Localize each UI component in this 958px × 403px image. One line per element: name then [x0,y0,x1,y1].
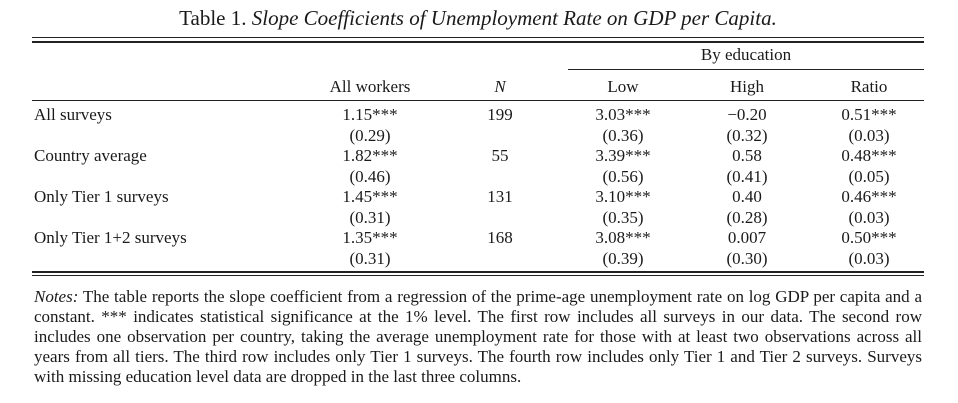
row-label: Country average [34,146,147,165]
group-underline [568,69,924,70]
col-header-high: High [730,77,764,96]
cell-low-se: (0.35) [602,208,644,227]
cell-n: 131 [487,187,513,206]
cell-ratio-se: (0.03) [848,208,890,227]
cell-all-workers-coef: 1.15*** [342,105,398,124]
cell-all-workers-coef: 1.35*** [342,228,398,247]
bottom-rule-thin [32,275,924,276]
cell-high-se: (0.32) [726,126,768,145]
cell-high-coef: 0.40 [732,187,762,206]
row-label: Only Tier 1+2 surveys [34,228,187,247]
notes-label: Notes: [34,287,79,306]
cell-n: 199 [487,105,513,124]
cell-ratio-se: (0.05) [848,167,890,186]
cell-ratio-coef: 0.48*** [841,146,897,165]
cell-ratio-coef: 0.51*** [841,105,897,124]
cell-all-workers-se: (0.46) [349,167,391,186]
cell-ratio-coef: 0.50*** [841,228,897,247]
cell-high-coef: −0.20 [727,105,767,124]
cell-all-workers-coef: 1.82*** [342,146,398,165]
row-label: Only Tier 1 surveys [34,187,169,206]
cell-high-coef: 0.58 [732,146,762,165]
top-rule-thin [32,37,924,38]
cell-high-se: (0.28) [726,208,768,227]
cell-low-coef: 3.39*** [595,146,651,165]
cell-ratio-coef: 0.46*** [841,187,897,206]
cell-low-se: (0.39) [602,249,644,268]
cell-high-se: (0.30) [726,249,768,268]
cell-all-workers-se: (0.31) [349,208,391,227]
header-rule [32,100,924,101]
cell-low-se: (0.36) [602,126,644,145]
col-header-low: Low [607,77,639,96]
cell-all-workers-coef: 1.45*** [342,187,398,206]
table-page: Table 1. Slope Coefficients of Unemploym… [32,0,924,403]
caption-number: Table 1. [179,6,247,30]
cell-low-coef: 3.03*** [595,105,651,124]
cell-all-workers-se: (0.31) [349,249,391,268]
col-header-ratio: Ratio [850,77,888,96]
notes-text: The table reports the slope coefficient … [34,287,922,386]
cell-low-coef: 3.10*** [595,187,651,206]
table-caption: Table 1. Slope Coefficients of Unemploym… [32,5,924,31]
col-header-all-workers: All workers [329,77,411,96]
caption-title: Slope Coefficients of Unemployment Rate … [251,6,777,30]
cell-all-workers-se: (0.29) [349,126,391,145]
cell-ratio-se: (0.03) [848,249,890,268]
col-header-n: N [494,77,506,96]
cell-low-se: (0.56) [602,167,644,186]
row-label: All surveys [34,105,112,124]
cell-n: 168 [487,228,513,247]
cell-high-se: (0.41) [726,167,768,186]
bottom-rule-thick [32,271,924,273]
cell-ratio-se: (0.03) [848,126,890,145]
table-notes: Notes: The table reports the slope coeff… [34,287,922,387]
cell-n: 55 [491,146,509,165]
cell-low-coef: 3.08*** [595,228,651,247]
group-header-by-education: By education [700,45,792,64]
top-rule-thick [32,41,924,43]
cell-high-coef: 0.007 [727,228,767,247]
